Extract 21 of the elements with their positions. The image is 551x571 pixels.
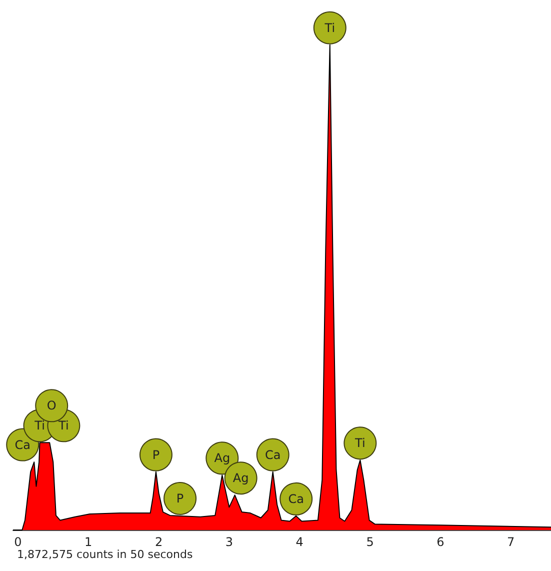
text: 1,872,575 counts in 50 seconds xyxy=(17,548,193,561)
x-tick-label: 3 xyxy=(225,535,234,549)
annotation: Ca xyxy=(264,448,281,462)
annotation: P xyxy=(152,448,160,462)
annotation: Ti xyxy=(354,436,366,450)
annotation: Ca xyxy=(14,438,30,452)
annotation: Ti xyxy=(34,418,45,433)
x-tick-label: 0 xyxy=(14,535,22,549)
annotation: Ti xyxy=(58,418,69,433)
x-tick-label: 4 xyxy=(296,535,304,549)
annotation: Ag xyxy=(214,451,230,466)
x-tick-label: 1 xyxy=(84,535,92,549)
x-tick-label: 5 xyxy=(366,535,374,549)
annotation: Ag xyxy=(232,471,249,486)
annotation: Ca xyxy=(288,492,304,506)
x-tick-label: 2 xyxy=(154,535,163,549)
annotation: P xyxy=(176,491,184,506)
x-tick-label: 7 xyxy=(507,535,515,549)
x-tick-label: 6 xyxy=(436,535,444,549)
annotation: O xyxy=(46,398,56,413)
annotation: Ti xyxy=(324,20,336,35)
